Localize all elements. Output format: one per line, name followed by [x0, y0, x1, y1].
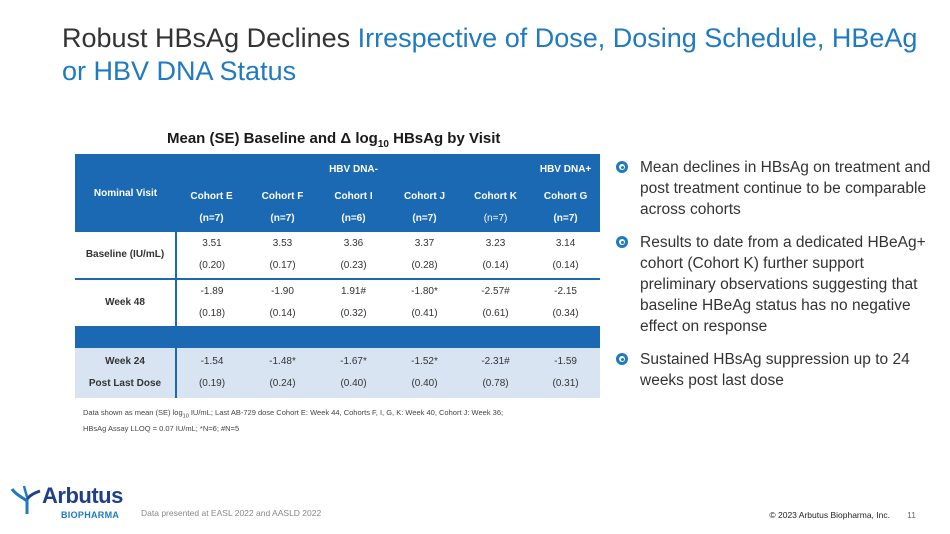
table-cell: -2.31# (0.78) [460, 348, 532, 398]
cohort-header: Cohort F (n=7) [247, 184, 318, 232]
row-label: Baseline (IU/mL) [75, 232, 177, 280]
hbv-dna-neg-header: HBV DNA- [176, 154, 532, 184]
title-main: Robust HBsAg Declines [62, 23, 358, 53]
cohort-header: Cohort J (n=7) [389, 184, 460, 232]
row-label: Week 48 [75, 279, 177, 328]
bullet-circle-icon [616, 236, 628, 248]
table-cell: -1.67* (0.40) [318, 348, 389, 398]
bullet-circle-icon [616, 353, 628, 365]
table-footnote: Data shown as mean (SE) log10 IU/mL; Las… [83, 408, 504, 433]
table-cell: 3.23 (0.14) [460, 232, 532, 280]
table-row: Baseline (IU/mL) 3.51 (0.20) 3.53 (0.17) 3… [75, 232, 601, 280]
table-cell: -1.48* (0.24) [247, 348, 318, 398]
table-cell: -1.54 (0.19) [176, 348, 247, 398]
table-cell: -2.15 (0.34) [531, 279, 601, 328]
logo-subtext: BIOPHARMA [61, 510, 120, 520]
table-cell: 3.53 (0.17) [247, 232, 318, 280]
table-title-post: HBsAg by Visit [388, 130, 501, 147]
row-label: Week 24 Post Last Dose [75, 348, 177, 398]
table-title-sub: 10 [377, 139, 389, 150]
table-cell: 1.91# (0.32) [318, 279, 389, 328]
bullet-list: Mean declines in HBsAg on treatment and … [616, 157, 936, 403]
table-cell: 3.51 (0.20) [176, 232, 247, 280]
company-logo: Arbutus BIOPHARMA [10, 483, 135, 523]
table-cell: 3.36 (0.23) [318, 232, 389, 280]
table-cell: -1.90 (0.14) [247, 279, 318, 328]
source-note: Data presented at EASL 2022 and AASLD 20… [141, 508, 322, 518]
table-cell: -1.52* (0.40) [389, 348, 460, 398]
bullet-item: Sustained HBsAg suppression up to 24 wee… [616, 349, 936, 391]
table-cell: -1.80* (0.41) [389, 279, 460, 328]
title-highlight: Irrespective of Dose, Dosing Schedule, H… [62, 23, 918, 86]
table-separator [75, 327, 601, 348]
table-cell: -2.57# (0.61) [460, 279, 532, 328]
nominal-visit-header: Nominal Visit [75, 154, 176, 232]
bullet-item: Mean declines in HBsAg on treatment and … [616, 157, 936, 220]
cohort-header: Cohort K (n=7) [460, 184, 532, 232]
copyright: © 2023 Arbutus Biopharma, Inc. [769, 510, 890, 520]
cohort-header: Cohort G (n=7) [531, 184, 601, 232]
slide-title: Robust HBsAg Declines Irrespective of Do… [62, 22, 922, 88]
table-cell: -1.59 (0.31) [531, 348, 601, 398]
bullet-item: Results to date from a dedicated HBeAg+ … [616, 232, 936, 337]
table-cell: 3.14 (0.14) [531, 232, 601, 280]
logo-text: Arbutus [42, 483, 123, 508]
arbutus-tree-icon [10, 485, 41, 514]
cohort-header: Cohort I (n=6) [318, 184, 389, 232]
table-title: Mean (SE) Baseline and Δ log10 HBsAg by … [167, 130, 500, 150]
table-title-text: Mean (SE) Baseline and Δ log [167, 130, 378, 147]
cohort-header: Cohort E (n=7) [176, 184, 247, 232]
bullet-circle-icon [616, 161, 628, 173]
hbv-dna-pos-header: HBV DNA+ [531, 154, 601, 184]
table-cell: -1.89 (0.18) [176, 279, 247, 328]
table-row: Week 48 -1.89 (0.18) -1.90 (0.14) 1.91# (0.… [75, 279, 601, 328]
table-cell: 3.37 (0.28) [389, 232, 460, 280]
hbsag-table: Nominal Visit HBV DNA- HBV DNA+ Cohort E… [75, 154, 601, 398]
table-row-post-last-dose: Week 24 Post Last Dose -1.54 (0.19) -1.48*… [75, 348, 601, 398]
page-number: 11 [907, 510, 916, 520]
